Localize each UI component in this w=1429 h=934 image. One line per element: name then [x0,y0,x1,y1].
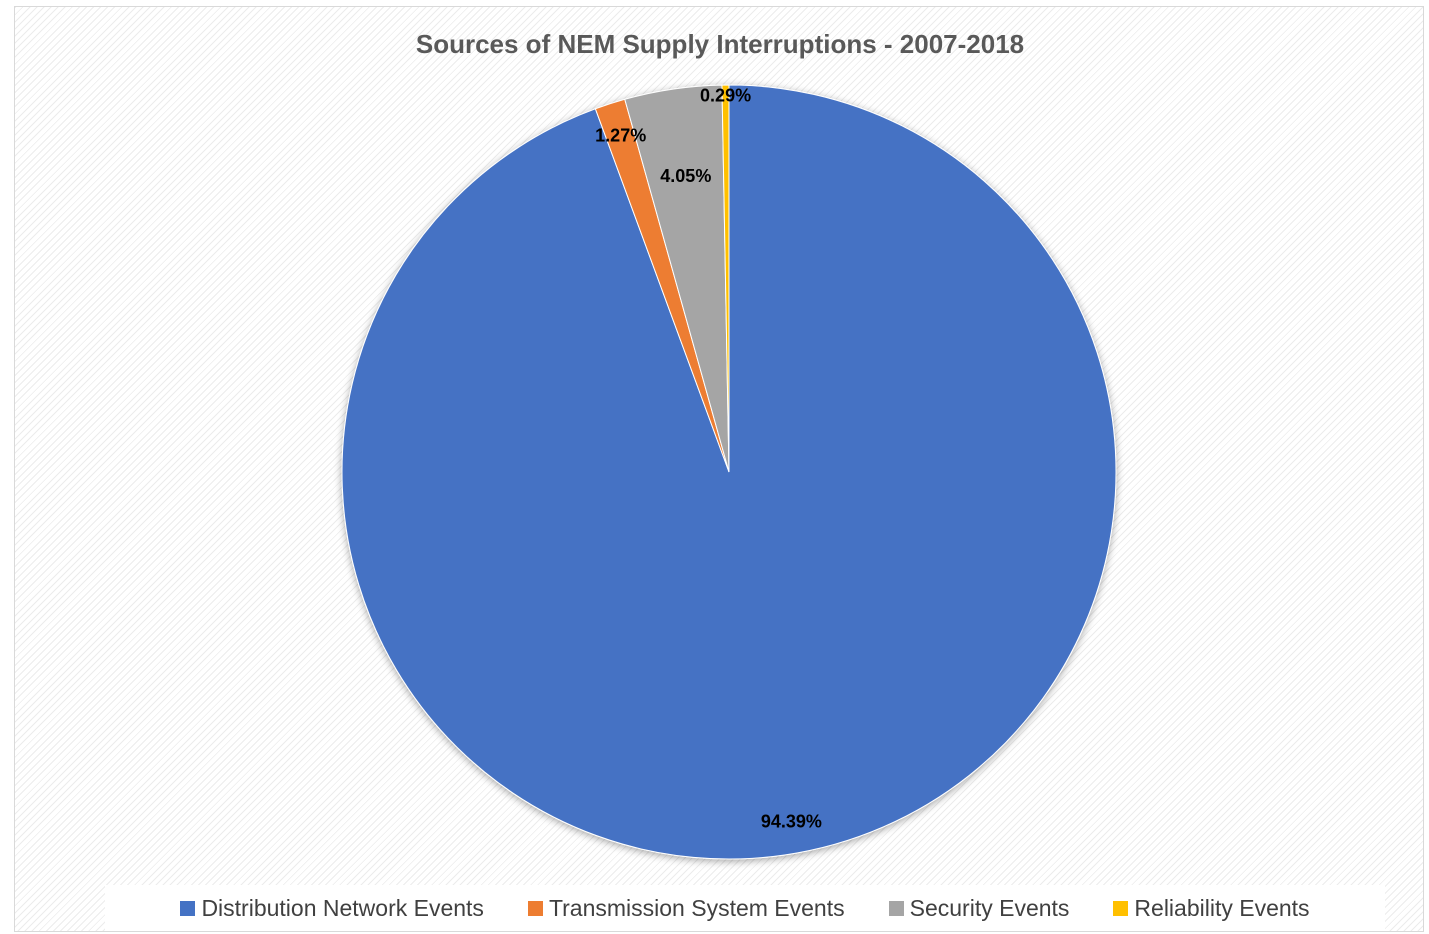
legend-label-distribution: Distribution Network Events [201,894,484,921]
pie-chart: 94.39% 1.27% 4.05% 0.29% [341,84,1117,860]
legend-item-transmission: Transmission System Events [527,894,845,922]
legend-swatch-security [888,900,904,916]
legend-item-distribution: Distribution Network Events [180,895,484,922]
legend-item-reliability: Reliability Events [1113,894,1310,922]
chart-title: Sources of NEM Supply Interruptions - 20… [415,29,1025,59]
legend: Distribution Network Events Transmission… [105,885,1385,931]
data-label-security: 4.05% [660,166,711,186]
legend-swatch-reliability [1113,900,1129,916]
chart-area: Sources of NEM Supply Interruptions - 20… [14,6,1424,932]
data-label-reliability: 0.29% [700,85,751,105]
legend-label-security: Security Events [909,894,1070,921]
legend-label-reliability: Reliability Events [1134,894,1310,921]
legend-item-security: Security Events [888,894,1070,922]
legend-swatch-distribution [180,900,196,916]
pie-slice-reliability [721,84,730,473]
legend-swatch-transmission [527,900,543,916]
data-label-distribution: 94.39% [761,811,822,831]
legend-label-transmission: Transmission System Events [548,894,845,921]
data-label-transmission: 1.27% [595,126,646,146]
